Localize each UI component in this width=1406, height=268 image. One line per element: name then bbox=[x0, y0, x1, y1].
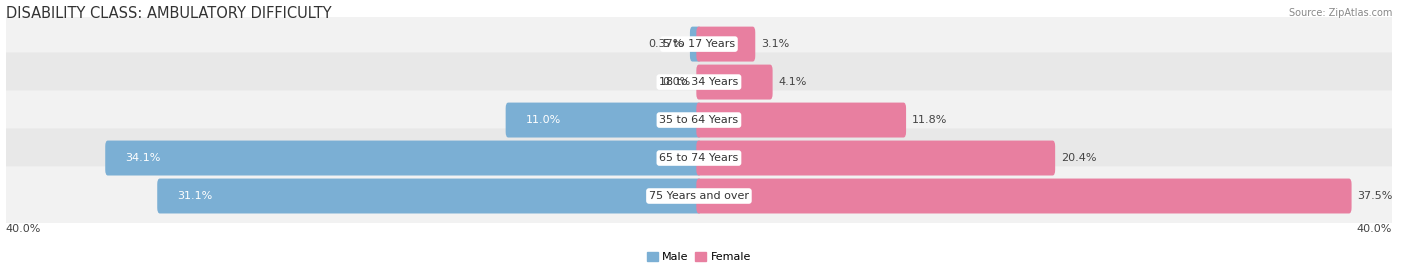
Text: 3.1%: 3.1% bbox=[761, 39, 790, 49]
FancyBboxPatch shape bbox=[506, 103, 702, 137]
Text: 31.1%: 31.1% bbox=[177, 191, 212, 201]
FancyBboxPatch shape bbox=[696, 140, 1054, 176]
Text: 11.8%: 11.8% bbox=[912, 115, 948, 125]
Text: Source: ZipAtlas.com: Source: ZipAtlas.com bbox=[1288, 8, 1392, 18]
FancyBboxPatch shape bbox=[690, 27, 702, 62]
FancyBboxPatch shape bbox=[157, 178, 702, 214]
FancyBboxPatch shape bbox=[0, 166, 1398, 226]
Legend: Male, Female: Male, Female bbox=[647, 252, 751, 262]
Text: 5 to 17 Years: 5 to 17 Years bbox=[662, 39, 735, 49]
FancyBboxPatch shape bbox=[105, 140, 702, 176]
Text: 40.0%: 40.0% bbox=[6, 225, 41, 234]
Text: 18 to 34 Years: 18 to 34 Years bbox=[659, 77, 738, 87]
FancyBboxPatch shape bbox=[696, 103, 905, 137]
FancyBboxPatch shape bbox=[0, 53, 1398, 112]
Text: 20.4%: 20.4% bbox=[1062, 153, 1097, 163]
Text: 4.1%: 4.1% bbox=[779, 77, 807, 87]
FancyBboxPatch shape bbox=[0, 14, 1398, 74]
Text: 37.5%: 37.5% bbox=[1358, 191, 1393, 201]
FancyBboxPatch shape bbox=[696, 178, 1351, 214]
Text: 35 to 64 Years: 35 to 64 Years bbox=[659, 115, 738, 125]
Text: DISABILITY CLASS: AMBULATORY DIFFICULTY: DISABILITY CLASS: AMBULATORY DIFFICULTY bbox=[6, 6, 332, 21]
FancyBboxPatch shape bbox=[0, 128, 1398, 188]
Text: 11.0%: 11.0% bbox=[526, 115, 561, 125]
Text: 0.0%: 0.0% bbox=[662, 77, 690, 87]
Text: 75 Years and over: 75 Years and over bbox=[650, 191, 749, 201]
FancyBboxPatch shape bbox=[0, 90, 1398, 150]
Text: 65 to 74 Years: 65 to 74 Years bbox=[659, 153, 738, 163]
Text: 0.37%: 0.37% bbox=[648, 39, 683, 49]
Text: 34.1%: 34.1% bbox=[125, 153, 160, 163]
FancyBboxPatch shape bbox=[696, 65, 773, 99]
Text: 40.0%: 40.0% bbox=[1357, 225, 1392, 234]
FancyBboxPatch shape bbox=[696, 27, 755, 62]
